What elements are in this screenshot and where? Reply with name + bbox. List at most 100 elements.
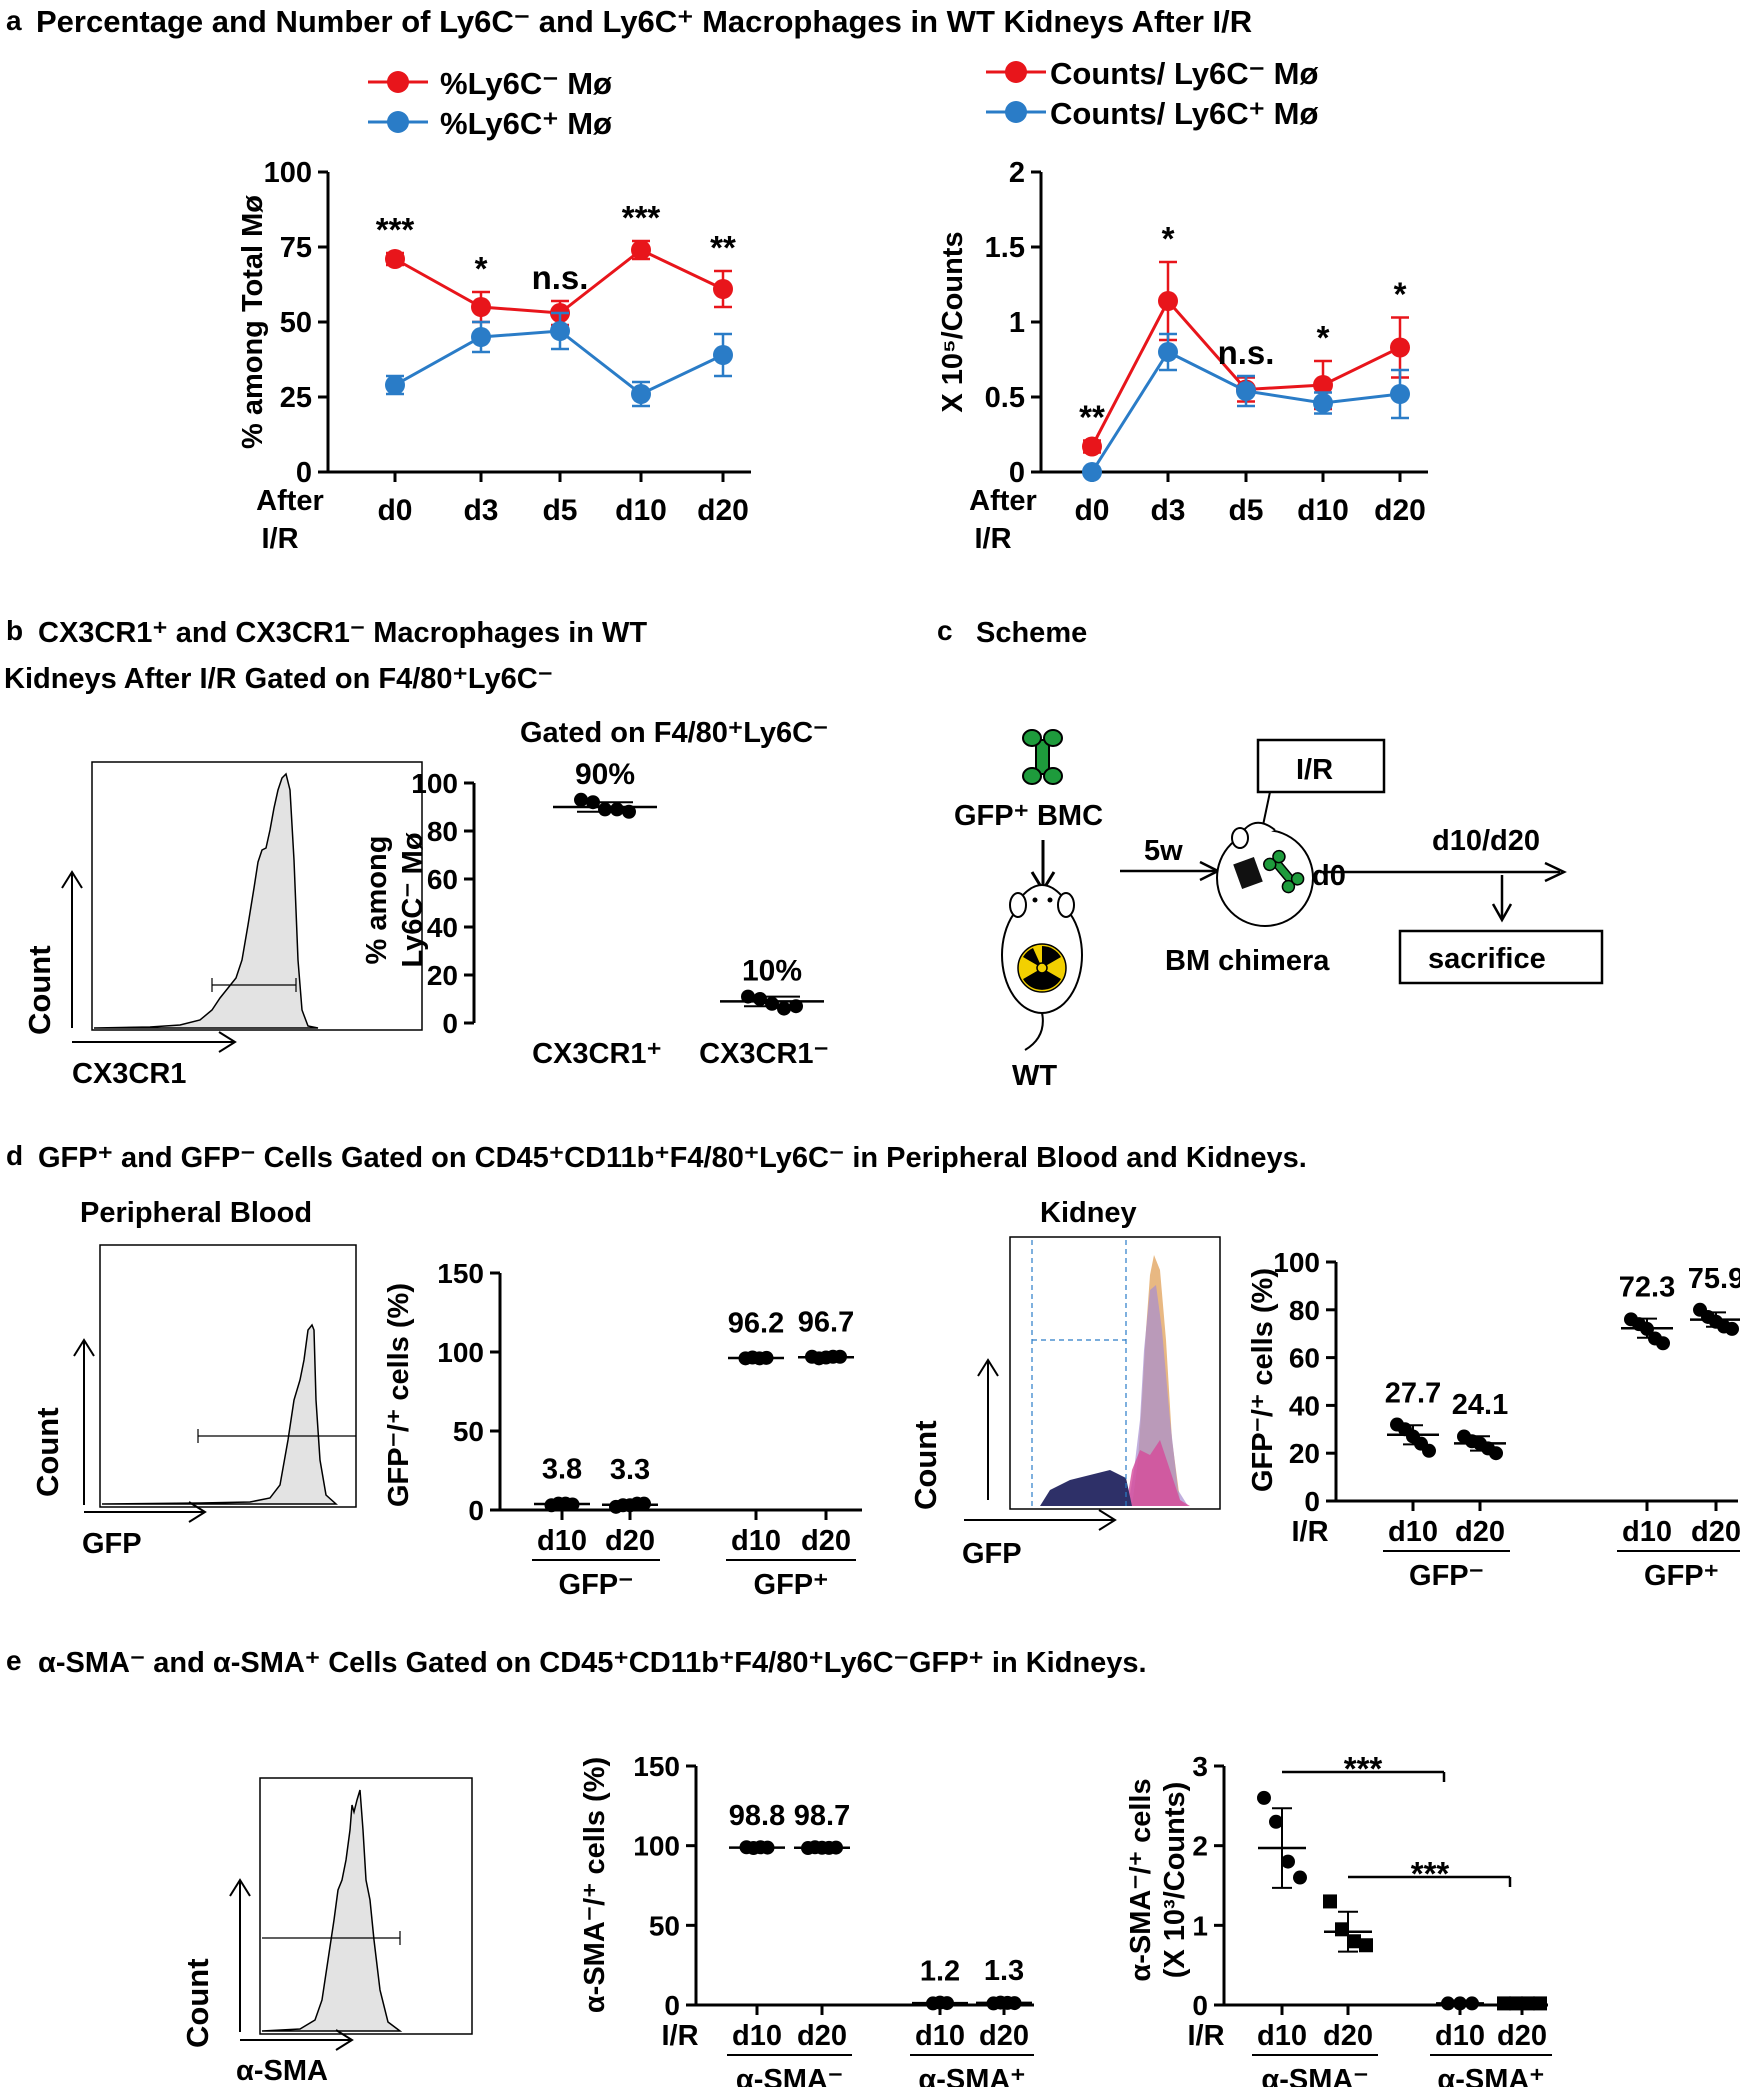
x-tick-label: d20 <box>979 2020 1029 2052</box>
chart-d2: 0 20 40 60 80 100 27.7 d10 24.1 d20 72.3 d10 75.9 d20… <box>1247 1247 1740 1592</box>
data-point <box>1313 393 1333 413</box>
histogram-ylabel: Count <box>22 945 57 1035</box>
x-tick-label: d3 <box>1150 494 1185 527</box>
legend-a1-red-marker <box>387 71 409 93</box>
chart-e1: 0 50 100 150 98.8 d10 98.7 d20 1.2 d10 1.3 d20 α-SMA… <box>579 1751 1034 2087</box>
x-tick-label: d20 <box>1374 494 1426 527</box>
category-label: α-SMA⁻ <box>736 2064 843 2087</box>
value-label: 27.7 <box>1385 1378 1441 1410</box>
histogram-ylabel: Count <box>30 1407 65 1497</box>
x-tick-label: d20 <box>697 494 749 527</box>
x-prefix-label: I/R <box>661 2020 698 2052</box>
significance-label: n.s. <box>532 259 589 296</box>
x-tick-label: d5 <box>542 494 577 527</box>
panel-c: c Scheme GFP⁺ BMC WT <box>937 615 1604 1092</box>
value-label: 10% <box>742 955 802 988</box>
x-prefix-label: I/R <box>1291 1516 1328 1548</box>
x-tick-label: d10 <box>615 494 667 527</box>
significance-label: *** <box>376 211 415 248</box>
histogram-xlabel: CX3CR1 <box>72 1058 186 1090</box>
x-tick-label: d10 <box>1297 494 1349 527</box>
data-point <box>574 792 588 807</box>
time-label: d10/d20 <box>1432 825 1540 857</box>
y-tick-label: 100 <box>437 1337 484 1368</box>
data-point <box>1656 1336 1670 1351</box>
x-tick-label: d20 <box>1323 2020 1373 2052</box>
histogram-curve <box>101 1323 338 1505</box>
significance-label: * <box>1317 319 1330 356</box>
category-label: α-SMA⁻ <box>1261 2064 1368 2087</box>
value-label: 1.3 <box>984 1955 1024 1987</box>
arrow-timeline-head <box>1544 861 1567 883</box>
chart-a1: 0 25 50 75 100 d0 d3 d5 d10 d20 After I/R % among To… <box>237 157 751 555</box>
data-point <box>1082 462 1102 482</box>
mouse-chimera-icon <box>1216 821 1314 927</box>
y-axis-label: α-SMA⁻/⁺ cells <box>1125 1778 1157 1981</box>
y-tick-label: 100 <box>264 157 312 189</box>
histogram-y-arrowhead <box>73 1338 95 1357</box>
y-tick-label: 0 <box>1304 1486 1320 1517</box>
panel-d: d GFP⁺ and GFP⁻ Cells Gated on CD45⁺CD11… <box>6 1140 1740 1601</box>
panel-b-title-line1: CX3CR1⁺ and CX3CR1⁻ Macrophages in WT <box>38 617 647 649</box>
data-point <box>1236 381 1256 401</box>
value-label: 75.9 <box>1688 1263 1740 1295</box>
legend-a2-red-label: Counts/ Ly6C⁻ Mø <box>1050 56 1318 91</box>
histogram-curve <box>261 1789 403 2032</box>
y-tick-label: 0 <box>1009 457 1025 489</box>
bone-icon-small <box>1263 849 1305 894</box>
y-tick-label: 80 <box>1289 1295 1320 1326</box>
category-label: GFP⁻ <box>559 1569 634 1601</box>
data-point <box>1269 1814 1283 1829</box>
kidney-title: Kidney <box>1040 1197 1137 1229</box>
y-tick-label: 2 <box>1009 157 1025 189</box>
panel-d-letter: d <box>6 1140 23 1171</box>
panel-b-letter: b <box>6 615 23 646</box>
histogram-xlabel: α-SMA <box>236 2055 328 2087</box>
y-tick-label: 100 <box>411 768 458 799</box>
panel-c-letter: c <box>937 615 953 646</box>
data-point <box>1422 1443 1436 1458</box>
y-axis-label: GFP⁻/⁺ cells (%) <box>383 1283 415 1507</box>
y-tick-label: 50 <box>649 1910 680 1941</box>
value-label: 3.3 <box>610 1454 650 1486</box>
histogram-curve <box>93 772 319 1029</box>
histogram-frame <box>91 761 423 1031</box>
y-tick-label: 0 <box>664 1990 680 2021</box>
data-point <box>777 1001 791 1016</box>
x-tick-label: d20 <box>1497 2020 1547 2052</box>
data-point <box>385 375 405 395</box>
x-tick-label: CX3CR1⁺ <box>532 1038 662 1070</box>
x-tick-label: d10 <box>1257 2020 1307 2052</box>
histogram-asma: Count α-SMA <box>180 1777 473 2087</box>
ir-box <box>1256 738 1386 794</box>
data-point <box>1158 342 1178 362</box>
y-tick-label: 0.5 <box>985 382 1025 414</box>
panel-e-letter: e <box>6 1645 22 1676</box>
pb-title: Peripheral Blood <box>80 1197 312 1229</box>
significance-label: *** <box>622 199 661 236</box>
chart-d1: 0 50 100 150 3.8 d10 3.3 d20 96.2 d10 96.7 d20 GFP⁻ G… <box>383 1258 862 1601</box>
histogram-ylabel: Count <box>180 1958 215 2048</box>
panel-a-title: Percentage and Number of Ly6C⁻ and Ly6C⁺… <box>36 4 1252 39</box>
wt-label: WT <box>1012 1060 1057 1092</box>
data-point <box>1323 1894 1337 1909</box>
histogram-y-arrowhead <box>61 870 83 889</box>
histogram-xlabel: GFP <box>962 1538 1022 1570</box>
significance-label: ** <box>710 229 736 266</box>
value-label: 96.7 <box>798 1307 854 1339</box>
y-tick-label: 20 <box>1289 1438 1320 1469</box>
arrow-sacrifice-head <box>1491 903 1513 923</box>
x-tick-label: d10 <box>732 2020 782 2052</box>
data-point <box>1281 1854 1295 1869</box>
data-point <box>1158 291 1178 311</box>
histogram-overlay-purple <box>1128 1285 1188 1506</box>
histogram-y-arrowhead <box>977 1358 999 1377</box>
data-point <box>1489 1446 1503 1461</box>
y-tick-label: 0 <box>468 1495 484 1526</box>
y-tick-label: 60 <box>1289 1343 1320 1374</box>
y-tick-label: 75 <box>280 232 312 264</box>
histogram-overlay-pink <box>1126 1440 1190 1506</box>
legend-a1-blue-label: %Ly6C⁺ Mø <box>440 106 612 141</box>
y-tick-label: 40 <box>1289 1390 1320 1421</box>
y-tick-label: 1 <box>1192 1910 1208 1941</box>
